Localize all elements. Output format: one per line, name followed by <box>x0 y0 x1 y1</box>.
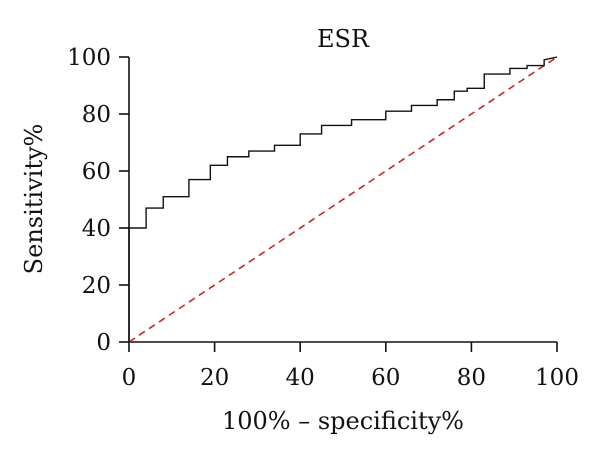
x-axis-label: 100% – specificity% <box>222 407 464 435</box>
x-ticks: 0 20 40 60 80 100 <box>122 342 579 391</box>
plot-area: 0 20 40 60 80 100 0 20 40 60 80 100 <box>67 45 579 391</box>
y-tick-label-1: 20 <box>82 273 111 299</box>
x-tick-label-1: 20 <box>200 365 229 391</box>
chart-title: ESR <box>317 25 370 53</box>
roc-curve-line <box>128 56 558 342</box>
x-tick-label-3: 60 <box>371 365 400 391</box>
y-tick-label-3: 60 <box>82 159 111 185</box>
y-tick-label-4: 80 <box>82 102 111 128</box>
x-tick-label-5: 100 <box>535 365 579 391</box>
x-tick-label-0: 0 <box>122 365 137 391</box>
reference-line <box>128 56 558 343</box>
y-tick-label-0: 0 <box>96 330 111 356</box>
x-tick-label-4: 80 <box>457 365 486 391</box>
y-ticks: 0 20 40 60 80 100 <box>67 45 129 356</box>
y-axis-label: Sensitivity% <box>20 124 48 275</box>
y-tick-label-5: 100 <box>67 45 111 71</box>
x-tick-label-2: 40 <box>286 365 315 391</box>
y-tick-label-2: 40 <box>82 216 111 242</box>
